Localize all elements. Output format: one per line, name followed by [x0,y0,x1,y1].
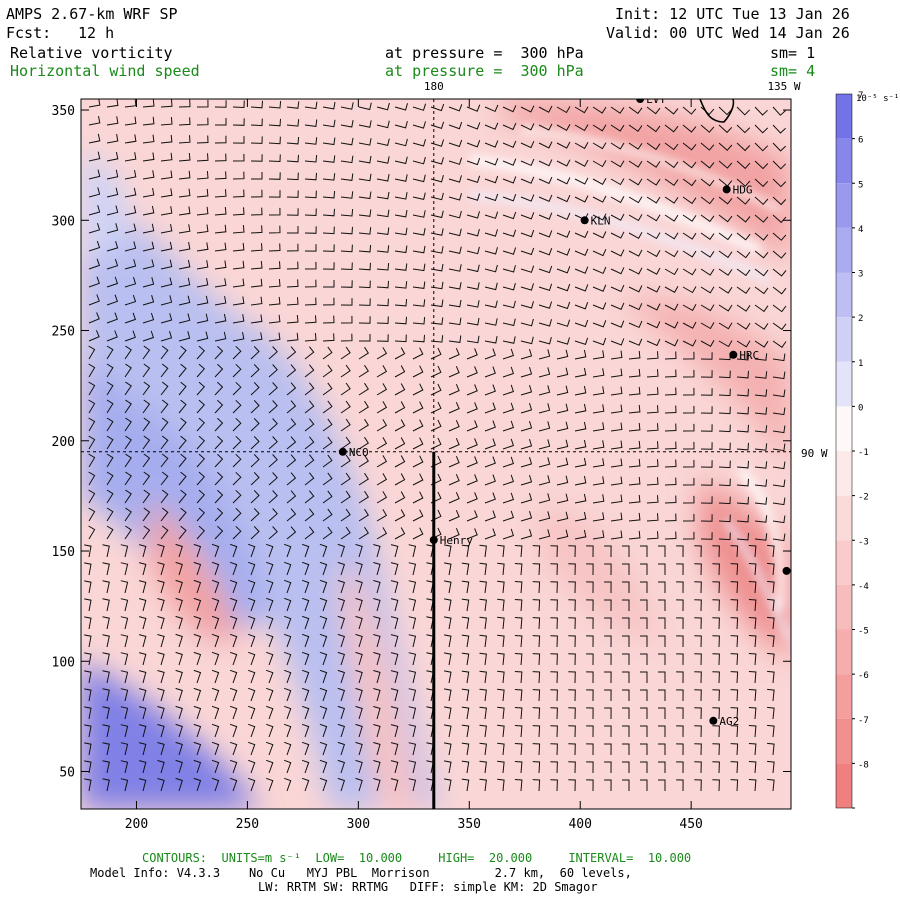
colorbar-segment [836,406,852,451]
contours-low-label: LOW= [315,851,345,865]
meridian-labels: 180 135 W 90 W [424,80,828,460]
station-dot [709,716,718,725]
model-info-line: Model Info: V4.3.3 No Cu MYJ PBL Morriso… [90,866,632,880]
colorbar-level: 5 [858,180,863,190]
colorbar-segment [836,540,852,585]
meridian-label: 90 W [801,447,828,460]
y-tick-label: 200 [52,435,75,450]
wind-barbs [84,99,787,792]
colorbar: 10⁻⁵ s⁻¹7 6 5 4 3 2 1 0 -1 -2 -3 -4 -5 -6 -7 -8 [835,91,899,809]
colorbar-segment [836,451,852,496]
field1-level: at pressure = 300 hPa [385,44,584,62]
x-tick-label: 400 [568,817,591,832]
colorbar-level: 0 [858,403,863,413]
colorbar-segment [836,629,852,675]
wind-barb-paths [84,99,787,792]
station-label: Henry [440,534,473,547]
contours-high-label: HIGH= [438,851,475,865]
colorbar-segment [836,495,852,541]
colorbar-level: 3 [858,270,863,280]
colorbar-level: 2 [858,314,863,324]
colorbar-level: 7 [858,91,863,101]
contours-interval-label: INTERVAL= [568,851,634,865]
vorticity-field: LVT HDG KLN HRC NCO Henry AG2 [81,93,791,809]
x-tick-label: 350 [458,817,481,832]
colorbar-level: -2 [858,493,869,503]
colorbar-segment [836,674,852,719]
field2-level: at pressure = 300 hPa [385,62,584,80]
colorbar-level: -6 [858,671,869,681]
forecast-value: 12 h [78,24,115,42]
station-label: LVT [646,93,666,106]
colorbar-segment [836,361,852,407]
colorbar-segment [836,272,852,318]
colorbar-level: -8 [858,760,869,770]
colorbar-level: 1 [858,359,863,369]
colorbar-unit: 10⁻⁵ s⁻¹ [856,94,899,104]
station-label: HDG [733,183,753,196]
colorbar-level: -4 [858,582,869,592]
station-label: NCO [349,446,369,459]
y-tick-label: 300 [52,214,75,229]
x-axis-ticks: 200 250 300 350 400 450 [125,99,703,832]
colorbar-level: -3 [858,537,869,547]
y-tick-label: 100 [52,655,75,670]
model-title: AMPS 2.67-km WRF SP [6,5,178,23]
meridian-label: 135 W [767,80,800,93]
contours-line: CONTOURS: UNITS=m s⁻¹ LOW= 10.000 HIGH= … [142,851,691,865]
station-label: HRC [739,349,759,362]
colorbar-level: -1 [858,448,869,458]
station-dot [338,447,347,456]
field1-smoothing: sm= 1 [770,44,816,62]
station-markers: LVT HDG KLN HRC NCO Henry AG2 [338,93,791,728]
station-dot [729,350,738,359]
colorbar-segment [836,317,852,362]
contours-label: CONTOURS: [142,851,208,865]
x-tick-label: 200 [125,817,148,832]
plot-frame [80,98,792,810]
colorbar-segment [836,183,852,228]
colorbar-segment [836,138,852,184]
contours-high-value: 20.000 [488,851,533,865]
x-tick-label: 250 [236,817,259,832]
colorbar-segment [836,227,852,273]
meridian-label: 180 [424,80,444,93]
station-dot [722,185,731,194]
contours-units: UNITS=m s⁻¹ [221,851,301,865]
coastline [699,99,735,123]
station-label: KLN [591,214,611,227]
forecast-label: Fcst: [6,24,52,42]
field1-name: Relative vorticity [10,44,173,62]
x-tick-label: 300 [347,817,370,832]
y-tick-label: 50 [59,766,75,781]
x-tick-label: 450 [679,817,702,832]
y-tick-label: 350 [52,104,75,119]
colorbar-segment [836,94,852,139]
station-dot [636,99,645,103]
colorbar-segment [836,763,852,808]
y-tick-label: 250 [52,325,75,340]
init-time: Init: 12 UTC Tue 13 Jan 26 [615,5,850,23]
field2-name: Horizontal wind speed [10,62,200,80]
valid-time: Valid: 00 UTC Wed 14 Jan 26 [606,24,850,42]
y-tick-label: 150 [52,545,75,560]
station-dot [782,566,791,575]
contours-interval-value: 10.000 [647,851,692,865]
colorbar-level: 6 [858,136,863,146]
contours-low-value: 10.000 [358,851,403,865]
colorbar-level: 4 [858,225,863,235]
colorbar-level: -7 [858,716,869,726]
colorbar-level: -5 [858,627,869,637]
colorbar-segment [836,584,852,630]
y-axis-ticks: 50 100 150 200 250 300 350 [52,104,791,781]
station-dot [429,535,438,544]
station-label: AG2 [719,715,739,728]
field2-smoothing: sm= 4 [770,62,816,80]
station-dot [580,216,589,225]
colorbar-segment [836,718,852,764]
physics-info-line: LW: RRTM SW: RRTMG DIFF: simple KM: 2D S… [258,880,598,894]
